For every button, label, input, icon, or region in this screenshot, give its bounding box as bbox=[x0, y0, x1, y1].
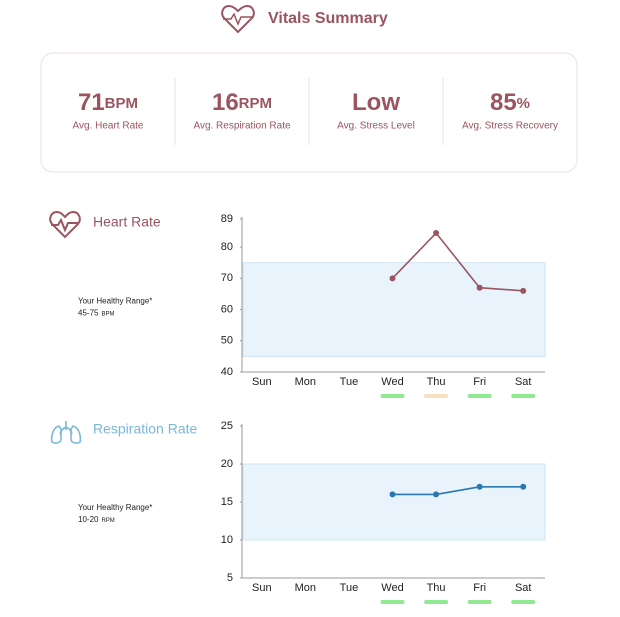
heart-icon bbox=[49, 210, 81, 239]
x-tick-label: Sat bbox=[515, 582, 532, 594]
y-tick-label: 15 bbox=[221, 496, 233, 508]
summary-label: Avg. Stress Recovery bbox=[462, 121, 558, 132]
x-tick-label: Fri bbox=[473, 376, 486, 388]
x-tick-label: Wed bbox=[381, 376, 403, 388]
chart-title: Respiration Rate bbox=[93, 421, 197, 437]
summary-value: 85% bbox=[490, 89, 530, 116]
summary-value: 71BPM bbox=[78, 89, 138, 116]
range-label: 10-20 bbox=[78, 515, 99, 524]
summary-number: 85 bbox=[490, 89, 517, 116]
status-indicator bbox=[467, 394, 492, 398]
status-indicator bbox=[424, 600, 449, 604]
status-indicator bbox=[380, 394, 405, 398]
point bbox=[520, 483, 527, 490]
summary-label: Avg. Heart Rate bbox=[73, 121, 144, 132]
range-title: Your Healthy Range* bbox=[78, 503, 152, 512]
line bbox=[392, 486, 524, 496]
summary-number: Low bbox=[352, 89, 400, 116]
page-title: Vitals Summary bbox=[268, 10, 388, 27]
summary-unit: RPM bbox=[239, 95, 272, 112]
y-tick-label: 5 bbox=[227, 572, 233, 584]
status-indicator bbox=[511, 394, 536, 398]
range-unit: RPM bbox=[101, 518, 114, 524]
y-tick-label: 70 bbox=[221, 272, 233, 284]
y-tick-label: 80 bbox=[221, 241, 233, 253]
healthy-range bbox=[242, 463, 546, 541]
x-tick-label: Mon bbox=[295, 376, 316, 388]
summary-number: 16 bbox=[212, 89, 239, 116]
x-tick-label: Fri bbox=[473, 582, 486, 594]
summary-value: 16RPM bbox=[212, 89, 272, 116]
status-indicator bbox=[467, 600, 492, 604]
point bbox=[389, 275, 396, 282]
chart-title: Heart Rate bbox=[93, 214, 161, 230]
y-tick-label: 50 bbox=[221, 335, 233, 347]
status-indicator bbox=[424, 394, 449, 398]
point bbox=[520, 287, 527, 294]
y-tick-label: 10 bbox=[221, 534, 233, 546]
x-tick-label: Sun bbox=[252, 582, 272, 594]
y-tick-label: 60 bbox=[221, 303, 233, 315]
point bbox=[389, 491, 396, 498]
point bbox=[476, 483, 483, 490]
x-tick-label: Tue bbox=[340, 582, 359, 594]
x-tick-label: Thu bbox=[427, 376, 446, 388]
range-unit: BPM bbox=[101, 311, 114, 317]
x-tick-label: Thu bbox=[427, 582, 446, 594]
header-icon bbox=[221, 4, 255, 34]
y-tick-label: 25 bbox=[221, 420, 233, 432]
point bbox=[433, 230, 440, 237]
x-tick-label: Sat bbox=[515, 376, 532, 388]
x-tick-label: Mon bbox=[295, 582, 316, 594]
summary-label: Avg. Respiration Rate bbox=[193, 121, 291, 132]
point bbox=[433, 491, 440, 498]
line bbox=[391, 231, 524, 292]
y-tick-label: 20 bbox=[221, 458, 233, 470]
summary-label: Avg. Stress Level bbox=[337, 121, 415, 132]
y-tick-label: 40 bbox=[221, 366, 233, 378]
summary-value: Low bbox=[352, 89, 400, 116]
status-indicator bbox=[511, 600, 536, 604]
status-indicator bbox=[380, 600, 405, 604]
summary-number: 71 bbox=[78, 89, 105, 116]
range-label: 45-75 bbox=[78, 309, 99, 318]
x-tick-label: Wed bbox=[381, 582, 403, 594]
x-tick-label: Sun bbox=[252, 376, 272, 388]
summary-unit: % bbox=[517, 95, 530, 112]
x-tick-label: Tue bbox=[340, 376, 359, 388]
y-tick-label: 89 bbox=[221, 213, 233, 225]
range-text: 45-75 BPM bbox=[78, 309, 114, 318]
range-text: 10-20 RPM bbox=[78, 515, 115, 524]
lungs-icon bbox=[50, 421, 82, 444]
point bbox=[476, 284, 483, 291]
range-title: Your Healthy Range* bbox=[78, 297, 152, 306]
summary-unit: BPM bbox=[105, 95, 138, 112]
